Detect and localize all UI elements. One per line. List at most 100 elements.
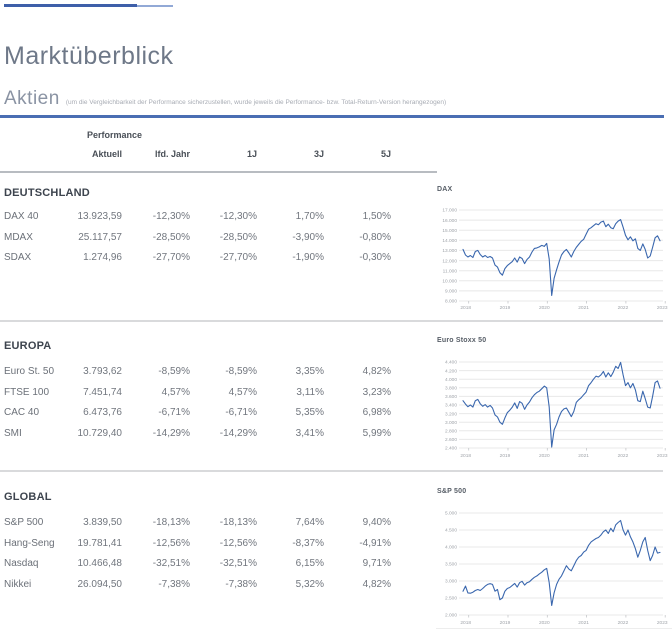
svg-text:3.400: 3.400 xyxy=(445,403,457,409)
index-label: DAX 40 xyxy=(4,211,39,222)
table-section-deutschland: DEUTSCHLAND DAX 40 13.923,59 -12,30% -12,30%… xyxy=(4,186,392,269)
index-label: CAC 40 xyxy=(4,407,40,418)
value-cell: 4,82% xyxy=(362,366,391,377)
value-cell: 3,23% xyxy=(362,386,391,398)
svg-text:11.000: 11.000 xyxy=(443,268,458,274)
svg-text:4.000: 4.000 xyxy=(445,545,457,551)
value-cell: -8,59% xyxy=(158,366,190,377)
section-title: Aktien xyxy=(4,88,60,109)
value-cell: 3.839,50 xyxy=(83,517,122,528)
index-label: S&P 500 xyxy=(4,517,44,528)
value-cell: 7.451,74 xyxy=(83,386,122,398)
svg-text:2021: 2021 xyxy=(578,620,589,626)
svg-text:2.400: 2.400 xyxy=(445,446,457,452)
table-row: CAC 40 6.473,76 -6,71% -6,71% 5,35% 6,98% xyxy=(4,403,392,424)
svg-text:3.600: 3.600 xyxy=(445,394,457,400)
svg-text:2022: 2022 xyxy=(618,305,629,311)
column-header-aktuell: Aktuell xyxy=(91,149,122,159)
svg-text:2021: 2021 xyxy=(578,305,589,311)
euro-stoxx-50-plot: 2.400 2.600 2.800 3.000 3.200 3.400 3.600 3.800… xyxy=(445,360,668,459)
top-accent-line xyxy=(4,4,173,7)
svg-text:12.000: 12.000 xyxy=(442,258,457,264)
table-row: MDAX 25.117,57 -28,50% -28,50% -3,90% -0,80% xyxy=(4,228,392,249)
spacer xyxy=(4,128,52,147)
svg-text:2019: 2019 xyxy=(500,620,511,626)
table-section-global: GLOBAL S&P 500 3.839,50 -18,13% -18,13% 7,64%… xyxy=(4,490,392,595)
top-accent-line-dark xyxy=(4,4,137,7)
value-cell: 25.117,57 xyxy=(78,231,122,243)
value-cell: 26.094,50 xyxy=(77,578,123,590)
index-label: SMI xyxy=(4,427,22,439)
value-cell: 3.793,62 xyxy=(83,366,122,377)
section-name: GLOBAL xyxy=(4,491,52,503)
table-group-label: Performance xyxy=(87,130,143,140)
value-cell: 5,99% xyxy=(362,427,391,439)
value-cell: 1,70% xyxy=(295,211,324,222)
table-header: Performance Aktuell lfd. Jahr 1J 3J 5J xyxy=(4,128,392,167)
index-label: SDAX xyxy=(4,252,32,263)
svg-text:2023: 2023 xyxy=(657,620,668,626)
value-cell: -4,91% xyxy=(359,537,391,549)
svg-text:2023: 2023 xyxy=(657,453,668,459)
value-cell: 9,71% xyxy=(362,558,391,569)
value-cell: 3,41% xyxy=(295,427,324,439)
value-cell: -7,38% xyxy=(225,578,257,590)
svg-text:2020: 2020 xyxy=(539,453,550,459)
svg-text:2018: 2018 xyxy=(460,453,471,459)
column-header-1j: 1J xyxy=(246,149,257,159)
svg-text:3.500: 3.500 xyxy=(445,562,457,568)
value-cell: -28,50% xyxy=(152,231,190,243)
value-cell: 13.923,59 xyxy=(77,211,123,222)
s-p-500-plot: 2.000 2.500 3.000 3.500 4.000 4.500 5.000 2018 2… xyxy=(445,511,668,626)
svg-text:2023: 2023 xyxy=(657,305,668,311)
svg-text:2.000: 2.000 xyxy=(445,613,457,619)
spacer xyxy=(4,147,52,167)
svg-text:17.000: 17.000 xyxy=(442,208,457,214)
index-label: Nikkei xyxy=(4,578,32,590)
table-header-underline xyxy=(0,171,437,173)
index-label: Nasdaq xyxy=(4,558,39,569)
value-cell: -32,51% xyxy=(152,558,190,569)
chart-bottom-border xyxy=(436,628,672,629)
chart-title: Euro Stoxx 50 xyxy=(437,337,487,344)
value-cell: 1,50% xyxy=(362,211,391,222)
value-cell: -0,30% xyxy=(359,252,391,263)
table-row: S&P 500 3.839,50 -18,13% -18,13% 7,64% 9,40% xyxy=(4,513,392,534)
svg-text:4.500: 4.500 xyxy=(445,528,457,534)
table-row: Euro St. 50 3.793,62 -8,59% -8,59% 3,35% 4,82… xyxy=(4,362,392,383)
value-cell: 6,98% xyxy=(362,407,391,418)
section-name: DEUTSCHLAND xyxy=(4,187,90,199)
table-row: Nikkei 26.094,50 -7,38% -7,38% 5,32% 4,82% xyxy=(4,575,392,596)
section-divider-blue xyxy=(0,115,664,118)
value-cell: -0,80% xyxy=(359,231,391,243)
svg-text:2.800: 2.800 xyxy=(445,429,457,435)
value-cell: -7,38% xyxy=(158,578,190,590)
svg-text:8.000: 8.000 xyxy=(445,299,457,305)
svg-text:10.000: 10.000 xyxy=(442,279,457,285)
value-cell: 6.473,76 xyxy=(83,407,122,418)
table-row: FTSE 100 7.451,74 4,57% 4,57% 3,11% 3,23% xyxy=(4,383,392,404)
value-cell: 9,40% xyxy=(362,517,391,528)
svg-text:2.600: 2.600 xyxy=(445,437,457,443)
value-cell: -32,51% xyxy=(219,558,257,569)
svg-text:2019: 2019 xyxy=(500,453,511,459)
svg-text:2020: 2020 xyxy=(539,305,550,311)
value-cell: 1.274,96 xyxy=(83,252,122,263)
chart-euro-stoxx-50: Euro Stoxx 50 2.400 2.600 2.800 3.000 3.200 3.… xyxy=(437,337,672,464)
value-cell: -6,71% xyxy=(225,407,257,418)
index-label: MDAX xyxy=(4,231,33,243)
svg-text:3.000: 3.000 xyxy=(445,579,457,585)
section-divider-gray xyxy=(0,320,663,322)
value-cell: 19.781,41 xyxy=(77,537,123,549)
value-cell: 3,11% xyxy=(296,386,324,398)
svg-text:2022: 2022 xyxy=(618,453,629,459)
svg-text:9.000: 9.000 xyxy=(445,289,457,295)
value-cell: -3,90% xyxy=(292,231,324,243)
section-name: EUROPA xyxy=(4,340,52,352)
value-cell: 10.466,48 xyxy=(77,558,123,569)
index-label: Hang-Seng xyxy=(4,537,55,549)
index-label: FTSE 100 xyxy=(4,386,50,398)
value-cell: 10.729,40 xyxy=(77,427,123,439)
column-header-3j: 3J xyxy=(313,149,324,159)
svg-text:2018: 2018 xyxy=(460,620,471,626)
